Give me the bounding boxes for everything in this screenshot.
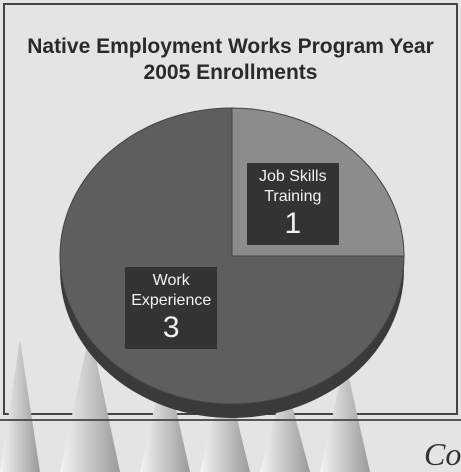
- chart-title: Native Employment Works Program Year 200…: [27, 35, 434, 84]
- slice-value: 1: [284, 206, 302, 240]
- slice-category: Job Skills Training: [259, 167, 327, 205]
- slice-category: Work Experience: [131, 272, 212, 310]
- footer-text: Co: [424, 436, 461, 472]
- slice-value: 3: [162, 311, 180, 345]
- slice-label: Job Skills Training 1: [246, 162, 339, 245]
- slice-label: Work Experience 3: [125, 267, 218, 350]
